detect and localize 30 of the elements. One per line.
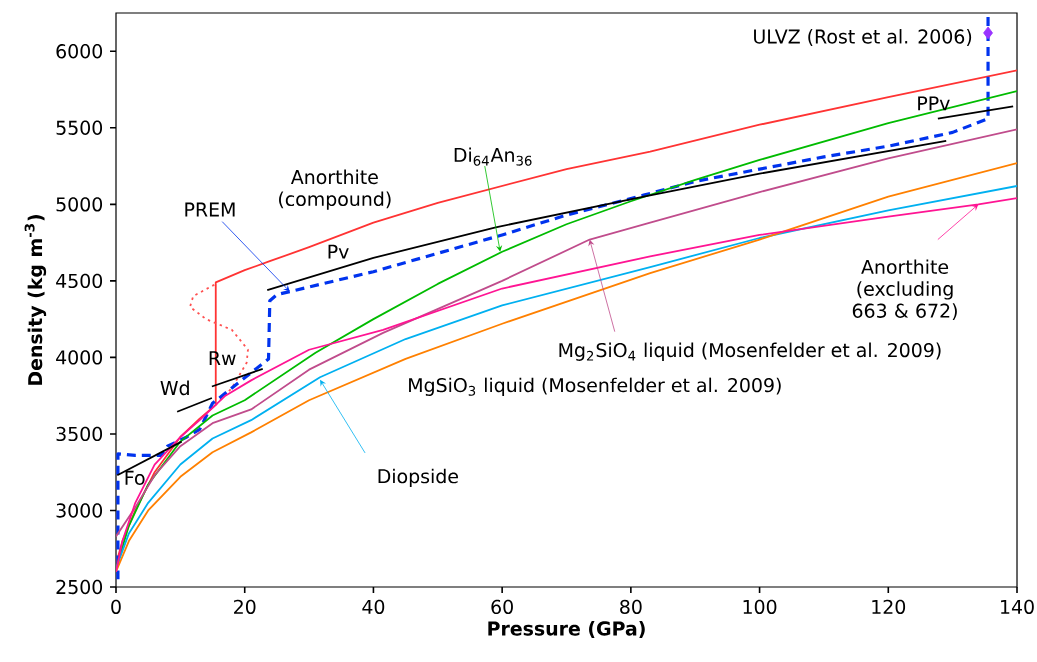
- annotation: Mg$_{2}$SiO$_{4}$ liquid (Mosenfelder et al. 2009): [559, 342, 941, 361]
- x-tick-label: 100: [743, 599, 777, 615]
- series-label: Fo: [125, 470, 145, 485]
- y-tick-label: 3500: [56, 426, 103, 442]
- x-axis-title: Pressure (GPa): [488, 621, 645, 638]
- y-tick-label: 4000: [56, 350, 103, 365]
- y-tick-label: 3000: [56, 503, 103, 518]
- y-tick-label: 6000: [56, 44, 103, 59]
- series-label: Wd: [160, 380, 189, 396]
- x-tick-label: 120: [872, 599, 906, 615]
- text: Density (kg m$^{-3}$): [24, 215, 47, 385]
- series-label: MgSiO$_{3}$ liquid (Mosenfelder et al. 2009): [409, 377, 781, 396]
- series-label: Pv: [328, 244, 349, 259]
- y-tick-label: 4500: [56, 273, 103, 289]
- x-tick-label: 60: [491, 599, 513, 615]
- y-tick-label: 5000: [56, 197, 103, 212]
- y-tick-label: 2500: [56, 579, 103, 595]
- x-tick-label: 40: [362, 599, 385, 615]
- annotation: Di$_{64}$An$_{36}$: [454, 147, 532, 166]
- series-label: ULVZ (Rost et al. 2006): [754, 29, 972, 46]
- x-tick-label: 20: [234, 599, 256, 615]
- annotation: PREM: [185, 202, 235, 217]
- x-tick-label: 0: [111, 599, 121, 615]
- series-label: PPv: [918, 96, 950, 111]
- annotation: Diopside: [378, 468, 458, 488]
- x-tick-label: 80: [620, 599, 642, 615]
- x-tick-label: 140: [1001, 599, 1034, 615]
- annotation: Anorthite (excluding 663 & 672): [852, 259, 957, 321]
- series-label: Anorthite (compound): [279, 169, 391, 210]
- y-tick-label: 5500: [56, 120, 103, 135]
